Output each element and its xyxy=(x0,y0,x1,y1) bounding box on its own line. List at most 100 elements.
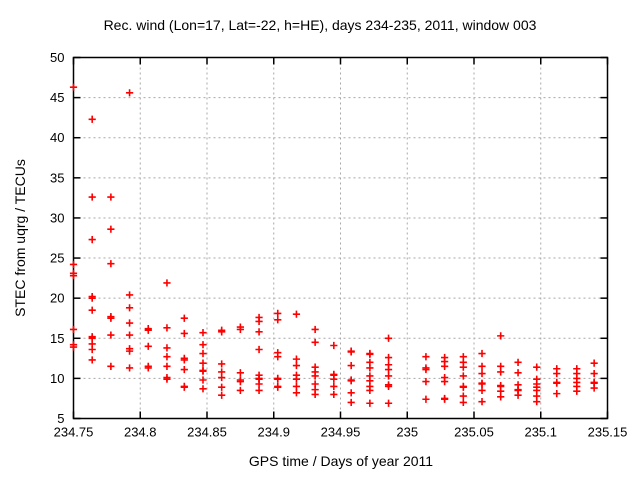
data-point-marker xyxy=(459,372,467,380)
data-point-marker xyxy=(125,291,134,299)
data-point-marker xyxy=(274,309,282,318)
data-point-marker xyxy=(366,364,374,372)
data-point-marker xyxy=(69,325,78,334)
data-point-marker xyxy=(366,386,374,395)
data-point-marker xyxy=(125,364,134,372)
data-point-marker xyxy=(163,375,171,383)
data-point-marker xyxy=(514,369,522,377)
data-point-marker xyxy=(255,380,263,388)
x-tick-label: 234.85 xyxy=(187,425,227,440)
y-tick-label: 35 xyxy=(50,170,64,185)
data-point-marker xyxy=(69,272,78,280)
data-point-marker xyxy=(553,369,561,378)
data-point-marker xyxy=(533,398,541,406)
data-point-marker xyxy=(236,377,244,386)
data-point-marker xyxy=(180,356,188,364)
data-point-marker xyxy=(292,382,301,391)
data-point-marker xyxy=(366,350,374,358)
data-point-marker xyxy=(163,279,171,287)
data-point-marker xyxy=(199,359,207,367)
data-point-marker xyxy=(459,392,467,400)
data-point-marker xyxy=(422,395,430,403)
x-tick-label: 235.15 xyxy=(588,425,628,440)
data-point-marker xyxy=(163,324,171,332)
data-point-marker xyxy=(218,383,226,391)
data-point-marker xyxy=(199,367,207,375)
data-point-marker xyxy=(199,349,207,358)
data-point-marker xyxy=(255,317,263,326)
data-point-marker xyxy=(218,391,226,399)
data-point-marker xyxy=(533,363,541,371)
data-point-marker xyxy=(384,365,393,374)
y-tick-label: 45 xyxy=(50,90,64,105)
data-point-marker xyxy=(180,329,188,338)
data-point-marker xyxy=(330,341,338,350)
data-point-marker xyxy=(590,384,598,392)
data-point-marker xyxy=(384,399,393,407)
data-point-marker xyxy=(441,377,449,386)
data-point-marker xyxy=(107,331,115,339)
data-point-marker xyxy=(422,353,430,361)
data-point-marker xyxy=(553,379,561,387)
data-point-marker xyxy=(311,372,319,380)
data-point-marker xyxy=(497,332,505,340)
x-axis-label: GPS time / Days of year 2011 xyxy=(248,453,434,469)
data-point-marker xyxy=(274,316,282,324)
data-point-marker xyxy=(69,83,78,91)
data-point-marker xyxy=(514,358,522,366)
data-point-marker xyxy=(144,326,152,334)
data-point-marker xyxy=(347,377,355,385)
data-point-marker xyxy=(88,306,96,314)
data-point-marker xyxy=(422,365,430,374)
data-point-marker xyxy=(88,356,96,364)
x-tick-label: 234.75 xyxy=(54,425,94,440)
x-tick-label: 234.9 xyxy=(257,425,290,440)
data-point-marker xyxy=(347,348,355,356)
data-point-marker xyxy=(459,383,467,391)
data-point-marker xyxy=(236,325,244,334)
data-point-marker xyxy=(274,353,282,361)
data-point-marker xyxy=(125,304,134,312)
data-point-marker xyxy=(69,343,78,351)
data-point-marker xyxy=(274,383,282,391)
y-tick-label: 50 xyxy=(50,50,64,65)
data-point-marker xyxy=(478,369,486,378)
data-point-marker xyxy=(384,334,393,342)
data-point-marker xyxy=(199,376,207,384)
data-point-marker xyxy=(255,345,263,354)
data-point-marker xyxy=(163,353,171,361)
y-tick-label: 40 xyxy=(50,130,64,145)
data-point-marker xyxy=(422,377,430,386)
data-point-marker xyxy=(125,319,134,327)
data-point-marker xyxy=(497,393,505,401)
data-point-marker xyxy=(292,361,301,370)
data-point-marker xyxy=(497,368,505,376)
data-point-marker xyxy=(255,386,263,395)
data-point-marker xyxy=(478,380,486,388)
y-tick-label: 15 xyxy=(50,331,64,346)
y-tick-label: 30 xyxy=(50,210,64,225)
data-point-marker xyxy=(311,390,319,399)
data-point-marker xyxy=(590,369,598,378)
data-point-marker xyxy=(218,328,226,336)
data-point-marker xyxy=(384,382,393,391)
data-point-marker xyxy=(347,389,355,397)
data-point-marker xyxy=(218,360,226,368)
data-point-marker xyxy=(478,349,486,358)
data-point-marker xyxy=(199,385,207,393)
data-point-marker xyxy=(88,193,96,201)
data-point-marker xyxy=(107,260,115,268)
data-point-marker xyxy=(163,344,171,352)
y-tick-label: 5 xyxy=(57,411,64,426)
x-tick-label: 235.05 xyxy=(454,425,494,440)
data-point-marker xyxy=(478,398,486,406)
data-point-marker xyxy=(311,338,319,346)
x-tick-label: 234.8 xyxy=(124,425,157,440)
data-point-marker xyxy=(180,314,188,322)
data-point-marker xyxy=(330,390,338,399)
data-point-marker xyxy=(125,331,134,339)
x-tick-label: 234.95 xyxy=(321,425,361,440)
data-point-marker xyxy=(553,390,561,398)
